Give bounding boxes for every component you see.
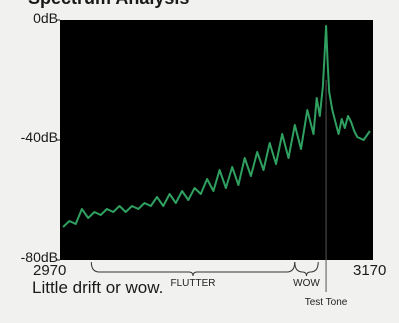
x-tick-3170: 3170 bbox=[353, 262, 387, 279]
flutter-label: FLUTTER bbox=[171, 278, 216, 289]
wow-bracket bbox=[294, 261, 319, 277]
x-tick-2970: 2970 bbox=[33, 262, 67, 279]
test-tone-label: Test Tone bbox=[305, 297, 348, 308]
flutter-bracket bbox=[90, 261, 296, 277]
wow-label: WOW bbox=[293, 278, 320, 289]
caption: Little drift or wow. bbox=[32, 278, 164, 297]
spectrum-series-line bbox=[62, 25, 371, 228]
y-tick-0db: 0dB bbox=[33, 10, 58, 26]
y-tick-minus40db: -40dB bbox=[20, 129, 58, 145]
plot-background bbox=[60, 20, 373, 260]
y-tick-minus80db: -80dB bbox=[20, 249, 58, 265]
heading-fragment: Spectrum Analysis bbox=[28, 0, 189, 9]
